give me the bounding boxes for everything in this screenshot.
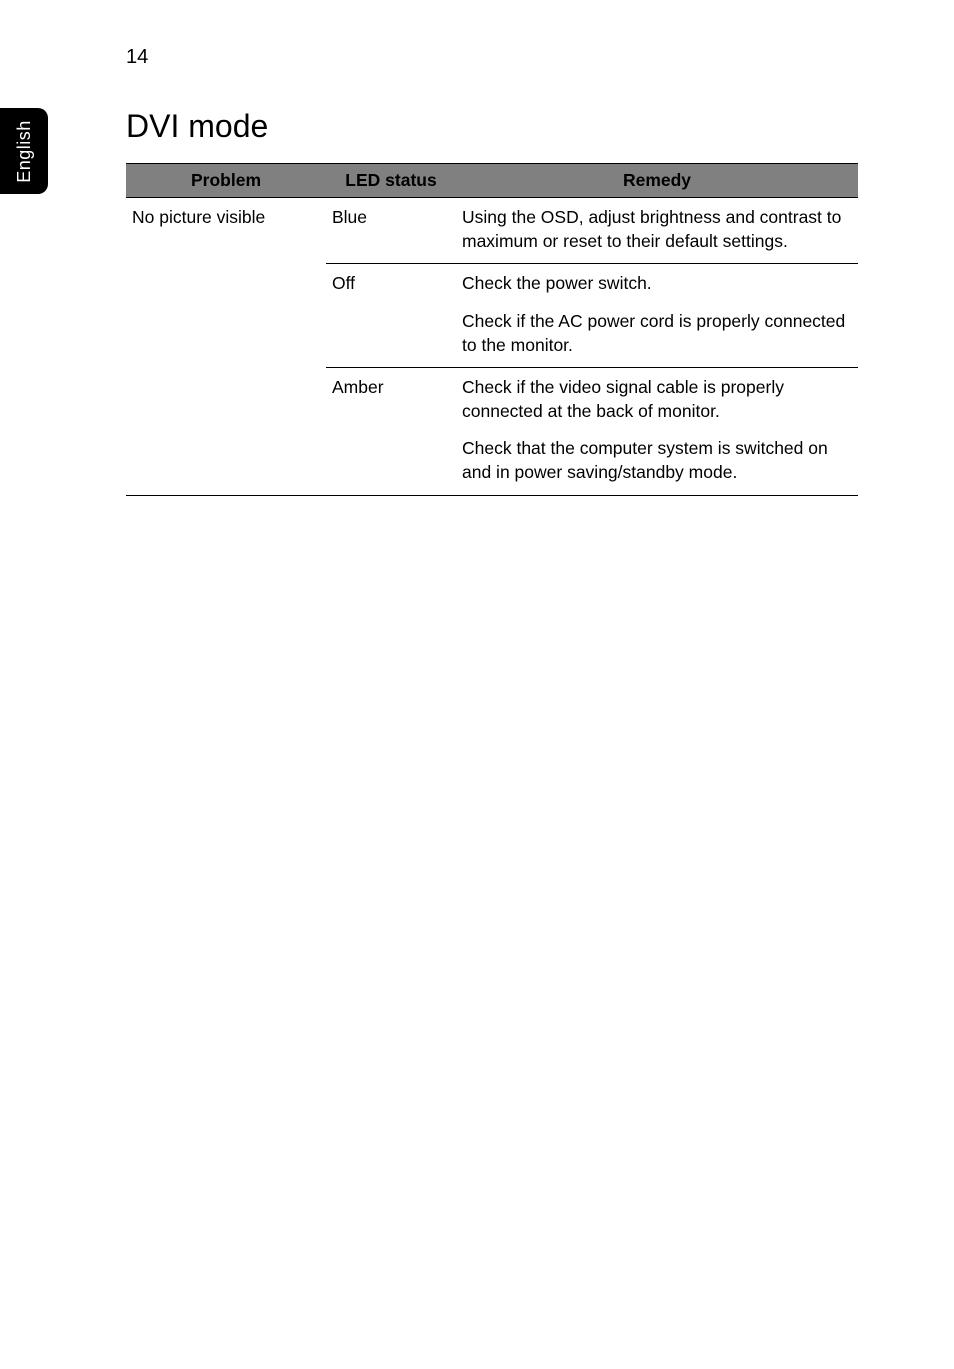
remedy-text: Check if the AC power cord is properly c… [462, 310, 852, 357]
col-header-remedy: Remedy [456, 164, 858, 198]
col-header-problem: Problem [126, 164, 326, 198]
cell-remedy: Check if the video signal cable is prope… [456, 368, 858, 496]
troubleshooting-table: Problem LED status Remedy No picture vis… [126, 163, 858, 496]
language-tab-label: English [14, 120, 35, 183]
cell-led: Amber [326, 368, 456, 496]
remedy-text: Check that the computer system is switch… [462, 437, 852, 484]
table-row: Amber Check if the video signal cable is… [126, 368, 858, 496]
table-header-row: Problem LED status Remedy [126, 164, 858, 198]
col-header-led: LED status [326, 164, 456, 198]
cell-remedy: Using the OSD, adjust brightness and con… [456, 198, 858, 264]
page-title: DVI mode [126, 108, 858, 145]
remedy-text: Check the power switch. [462, 272, 852, 296]
language-tab: English [0, 108, 48, 194]
remedy-text: Check if the video signal cable is prope… [462, 376, 852, 423]
cell-led: Off [326, 264, 456, 368]
page-content: DVI mode Problem LED status Remedy No pi… [126, 108, 858, 496]
page-number: 14 [126, 46, 148, 69]
table-row: Off Check the power switch. Check if the… [126, 264, 858, 368]
cell-problem [126, 264, 326, 368]
remedy-text: Using the OSD, adjust brightness and con… [462, 206, 852, 253]
cell-remedy: Check the power switch. Check if the AC … [456, 264, 858, 368]
table-row: No picture visible Blue Using the OSD, a… [126, 198, 858, 264]
cell-led: Blue [326, 198, 456, 264]
cell-problem: No picture visible [126, 198, 326, 264]
cell-problem [126, 368, 326, 496]
